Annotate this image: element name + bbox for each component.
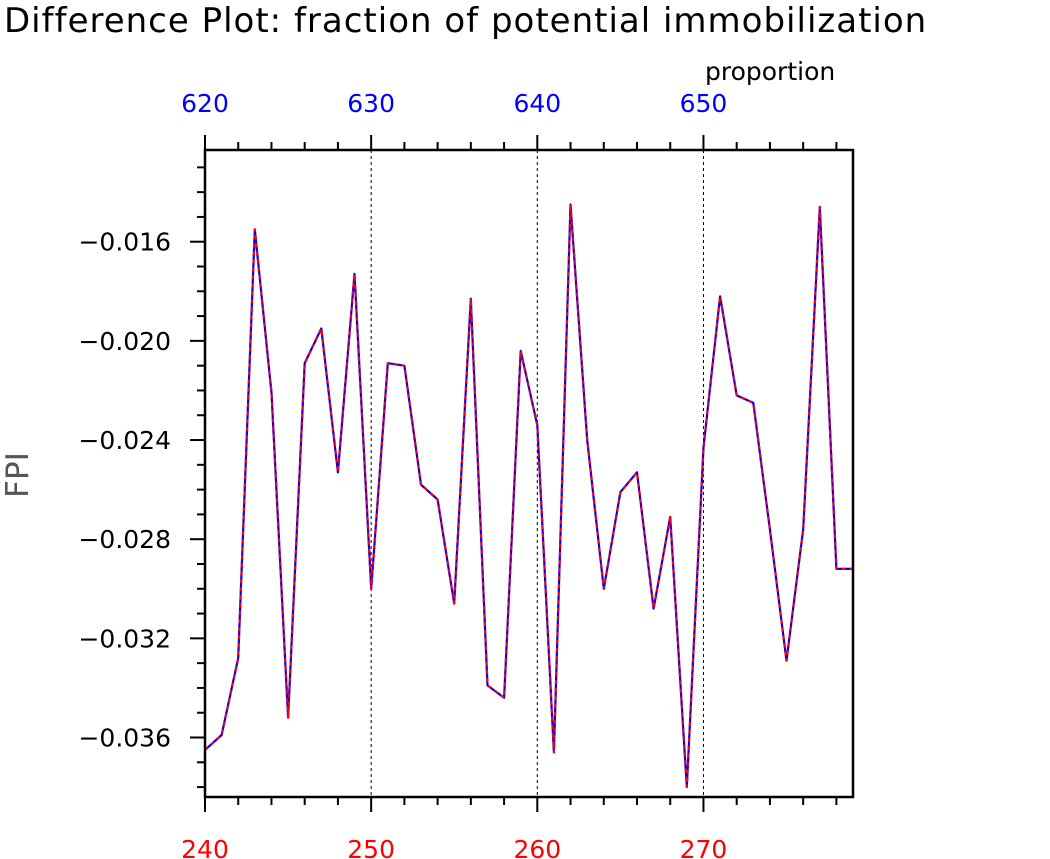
series-layer	[204, 203, 853, 789]
y-axis-label: FPI	[0, 452, 36, 498]
y-tick-label: −0.036	[78, 724, 171, 753]
y-tick-label: −0.032	[78, 624, 171, 653]
axis-ticks	[190, 135, 838, 812]
x-bottom-tick-label: 260	[513, 835, 561, 859]
x-top-tick-label: 620	[181, 89, 229, 118]
units-label: proportion	[705, 57, 835, 86]
y-tick-label: −0.020	[78, 327, 171, 356]
x-bottom-tick-label: 250	[347, 835, 395, 859]
x-top-tick-label: 650	[680, 89, 728, 118]
gridlines	[370, 150, 704, 797]
tick-labels: 240 250 260 270 620 630 640 650 −0.016 −0.020 −0.0…	[78, 89, 727, 859]
chart-title: Difference Plot: fraction of potential i…	[4, 1, 927, 41]
y-tick-label: −0.016	[78, 228, 171, 257]
x-top-tick-label: 630	[347, 89, 395, 118]
y-tick-label: −0.024	[78, 426, 171, 455]
x-top-tick-label: 640	[513, 89, 561, 118]
series-line-dashed	[204, 203, 853, 789]
x-bottom-tick-label: 270	[680, 835, 728, 859]
plot-frame	[203, 148, 855, 799]
y-tick-label: −0.028	[78, 525, 171, 554]
x-bottom-tick-label: 240	[181, 835, 229, 859]
series-line-solid	[204, 203, 853, 789]
